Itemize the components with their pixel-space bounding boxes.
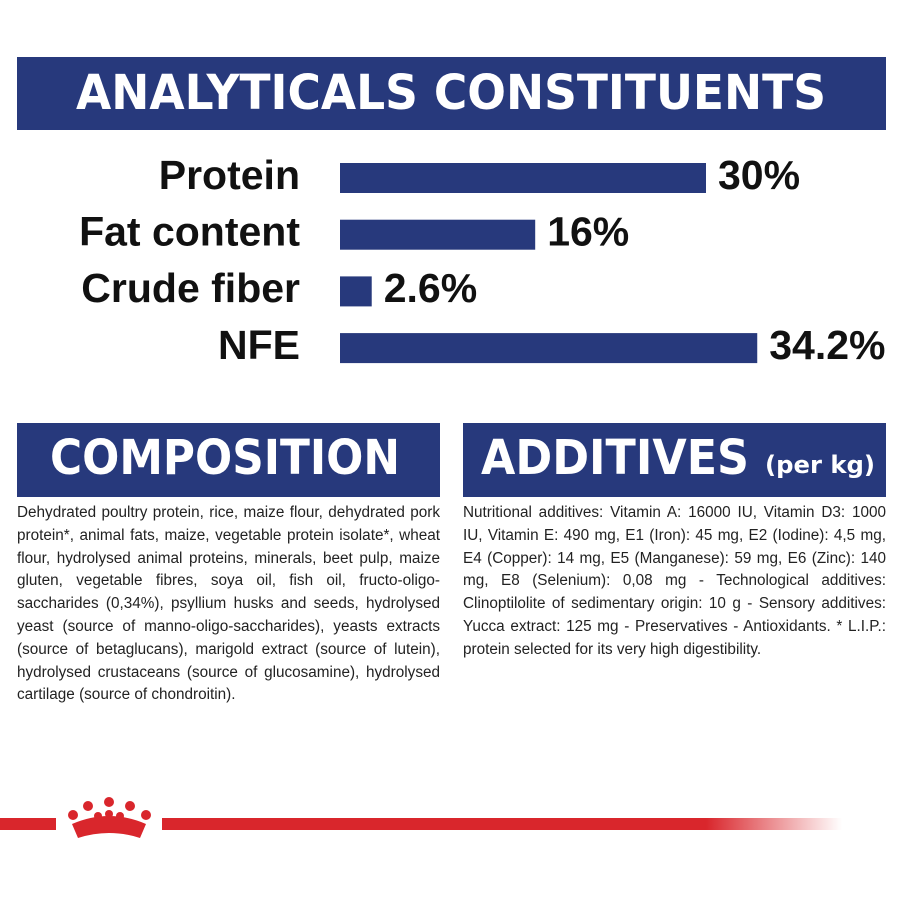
bar [340,276,372,307]
category-label: Crude fiber [81,265,300,311]
category-label: Protein [159,152,300,198]
composition-band [17,423,440,497]
additives-band [463,423,886,497]
composition-text: Dehydrated poultry protein, rice, maize … [17,504,440,704]
category-label: Fat content [79,209,300,255]
value-label: 16% [547,209,629,255]
additives-title: ADDITIVES [481,430,749,486]
composition-title: COMPOSITION [50,430,400,486]
chart-title: ANALYTICALS CONSTITUENTS [76,65,826,121]
brand-line [0,818,56,830]
crown-logo [68,797,151,838]
header-band [17,57,886,130]
bar [340,219,536,250]
bar [340,333,758,364]
category-label: NFE [218,322,300,368]
additives-text: Nutritional additives: Vitamin A: 16000 … [463,504,886,658]
value-label: 30% [718,152,800,198]
brand-line [162,818,842,830]
additives-subtitle: (per kg) [765,451,875,479]
value-label: 2.6% [384,265,477,311]
bar [340,163,706,193]
value-label: 34.2% [769,322,885,368]
